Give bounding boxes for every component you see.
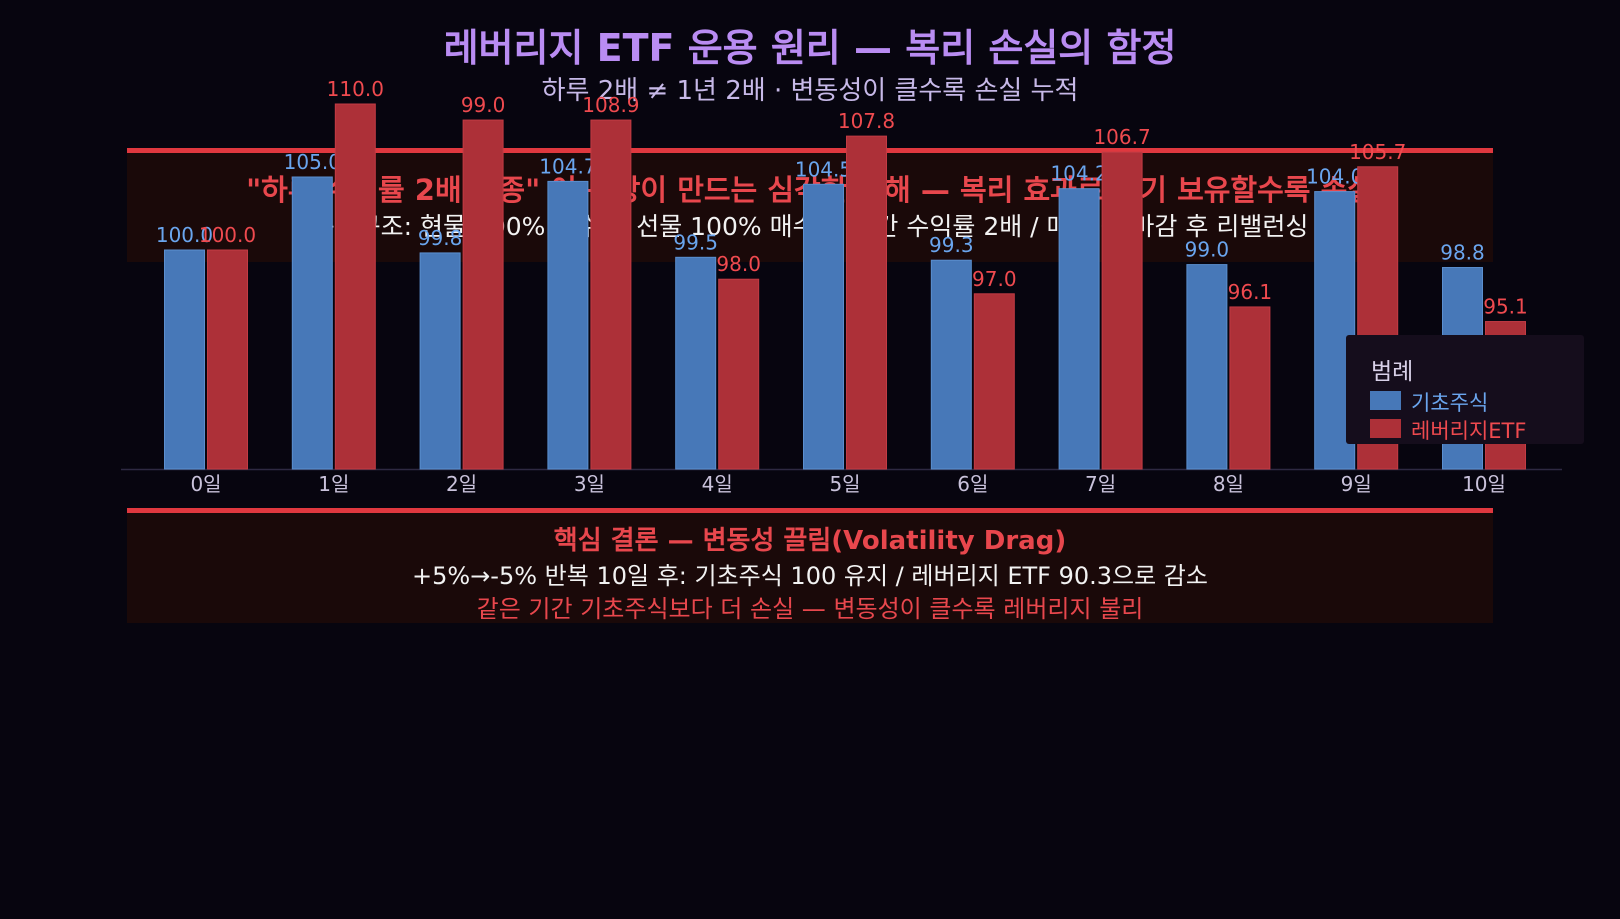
data-label-lev-5: 107.8 — [838, 109, 895, 133]
bar-lev-5 — [846, 135, 887, 470]
x-tick-label-1: 1일 — [318, 472, 349, 496]
legend-title: 범례 — [1371, 359, 1414, 385]
data-label-lev-7: 106.7 — [1093, 125, 1150, 149]
x-tick-label-5: 5일 — [829, 472, 860, 496]
data-label-base-2: 99.8 — [418, 226, 463, 250]
bar-base-8 — [1186, 264, 1228, 470]
bar-base-5 — [803, 183, 844, 470]
data-label-base-9: 104.0 — [1306, 165, 1363, 189]
x-tick-label-10: 10일 — [1462, 472, 1506, 496]
chart-subtitle: 하루 2배 ≠ 1년 2배 · 변동성이 클수록 손실 누적 — [541, 76, 1079, 106]
data-label-lev-9: 105.7 — [1349, 140, 1406, 164]
bar-lev-2 — [462, 119, 504, 470]
x-tick-label-8: 8일 — [1213, 472, 1244, 496]
bar-base-1 — [291, 176, 333, 470]
x-tick-label-3: 3일 — [574, 472, 605, 496]
legend-label-base: 기초주식 — [1411, 391, 1489, 415]
bar-base-3 — [547, 180, 589, 470]
chart-title: 레버리지 ETF 운용 원리 — 복리 손실의 함정 — [443, 26, 1177, 70]
bar-lev-7 — [1101, 151, 1143, 470]
data-label-base-3: 104.7 — [539, 154, 596, 178]
legend-swatch-base — [1370, 391, 1401, 410]
conclusion-box: 핵심 결론 — 변동성 끌림(Volatility Drag) +5%→-5% … — [127, 508, 1493, 623]
data-label-base-6: 99.3 — [929, 233, 974, 257]
bar-lev-3 — [590, 119, 632, 470]
data-label-base-8: 99.0 — [1185, 238, 1230, 262]
x-tick-label-6: 6일 — [957, 472, 988, 496]
legend: 범례 기초주식 레버리지ETF — [1346, 335, 1584, 444]
x-tick-label-7: 7일 — [1085, 472, 1116, 496]
bar-base-7 — [1058, 188, 1100, 470]
bar-lev-1 — [334, 103, 376, 470]
bar-base-0 — [164, 249, 205, 470]
legend-label-lev: 레버리지ETF — [1411, 419, 1527, 443]
data-label-lev-1: 110.0 — [327, 77, 384, 101]
data-label-lev-2: 99.0 — [461, 93, 506, 117]
bar-base-2 — [419, 252, 461, 470]
conclusion-warning: 같은 기간 기초주식보다 더 손실 — 변동성이 클수록 레버리지 불리 — [476, 595, 1144, 623]
data-label-base-0: 100.0 — [156, 223, 213, 247]
conclusion-detail: +5%→-5% 반복 10일 후: 기초주식 100 유지 / 레버리지 ETF… — [412, 562, 1208, 590]
data-label-base-7: 104.2 — [1050, 162, 1107, 186]
data-label-base-4: 99.5 — [673, 230, 718, 254]
bar-lev-4 — [718, 278, 760, 470]
legend-swatch-lev — [1370, 419, 1401, 438]
bar-lev-8 — [1229, 306, 1271, 470]
bar-base-4 — [675, 256, 717, 470]
bar-lev-0 — [207, 249, 248, 470]
x-tick-label-9: 9일 — [1341, 472, 1372, 496]
conclusion-headline: 핵심 결론 — 변동성 끌림(Volatility Drag) — [553, 526, 1067, 556]
x-tick-label-2: 2일 — [446, 472, 477, 496]
data-label-lev-3: 108.9 — [582, 93, 639, 117]
x-tick-label-4: 4일 — [702, 472, 733, 496]
data-label-base-1: 105.0 — [284, 150, 341, 174]
bar-lev-6 — [973, 293, 1015, 470]
bar-base-9 — [1314, 191, 1356, 470]
data-label-base-5: 104.5 — [795, 157, 852, 181]
data-label-lev-10: 95.1 — [1483, 295, 1528, 319]
x-tick-label-0: 0일 — [190, 472, 221, 496]
data-label-lev-0: 100.0 — [199, 223, 256, 247]
data-label-lev-4: 98.0 — [716, 252, 761, 276]
data-label-base-10: 98.8 — [1440, 241, 1485, 265]
data-label-lev-6: 97.0 — [972, 267, 1017, 291]
data-label-lev-8: 96.1 — [1228, 280, 1273, 304]
bar-base-6 — [930, 259, 972, 470]
